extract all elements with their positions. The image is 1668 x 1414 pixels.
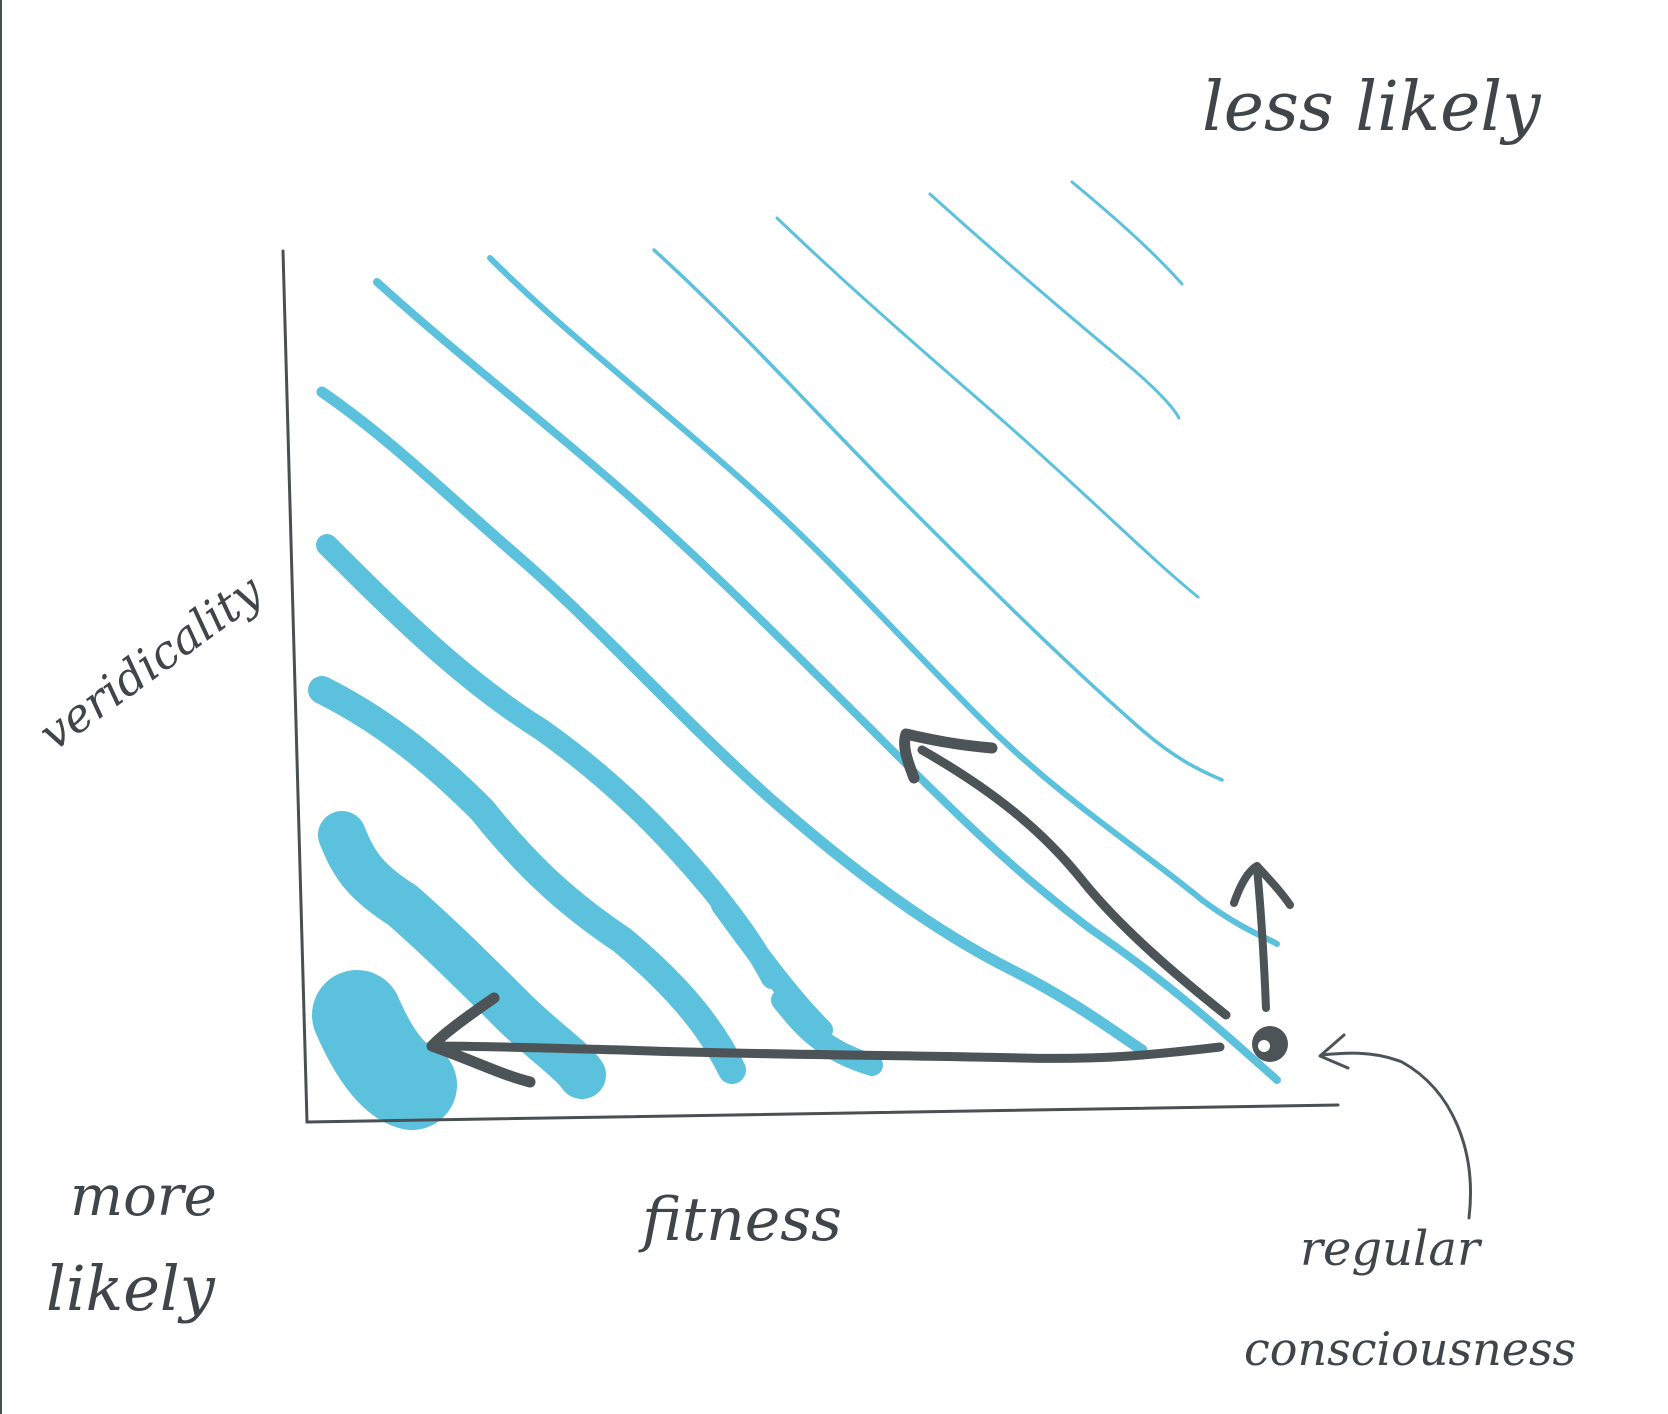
pointer-arrow-head — [1318, 1033, 1350, 1070]
regular-consciousness-point — [1252, 1026, 1288, 1062]
band-3 — [775, 216, 1200, 599]
band-7 — [316, 386, 1148, 1056]
arrow-up-shaft — [1253, 864, 1270, 1012]
band-4 — [652, 248, 1224, 782]
x-axis-line — [305, 1103, 1340, 1124]
arrow-up-head — [1230, 862, 1294, 909]
axes — [281, 249, 1340, 1124]
band-5 — [487, 255, 1280, 947]
band-1 — [1070, 180, 1184, 286]
band-9 — [308, 676, 746, 1084]
regular-label-line1: regular — [1300, 1221, 1483, 1277]
arrow-diagonal-head — [899, 728, 998, 784]
x-axis-label: fitness — [638, 1185, 842, 1255]
arrow-diagonal-shaft — [917, 745, 1231, 1020]
y-axis-label: veridicality — [29, 563, 273, 761]
band-8 — [316, 534, 883, 1076]
more-likely-label-line2: likely — [46, 1252, 216, 1325]
pointer-arrow-curve — [1320, 1051, 1472, 1220]
likelihood-bands — [308, 180, 1281, 1130]
y-axis-line — [281, 249, 309, 1124]
arrow-left-shaft — [427, 1041, 1225, 1063]
less-likely-label: less likely — [1202, 68, 1542, 147]
arrows — [426, 728, 1472, 1220]
band-6 — [373, 278, 1281, 1084]
band-11 — [312, 970, 457, 1130]
arrow-left-head — [426, 992, 536, 1088]
consciousness-label-line2: consciousness — [1244, 1322, 1576, 1376]
band-2 — [928, 192, 1181, 420]
more-likely-label-line1: more — [70, 1164, 217, 1229]
point-center — [1258, 1040, 1270, 1052]
